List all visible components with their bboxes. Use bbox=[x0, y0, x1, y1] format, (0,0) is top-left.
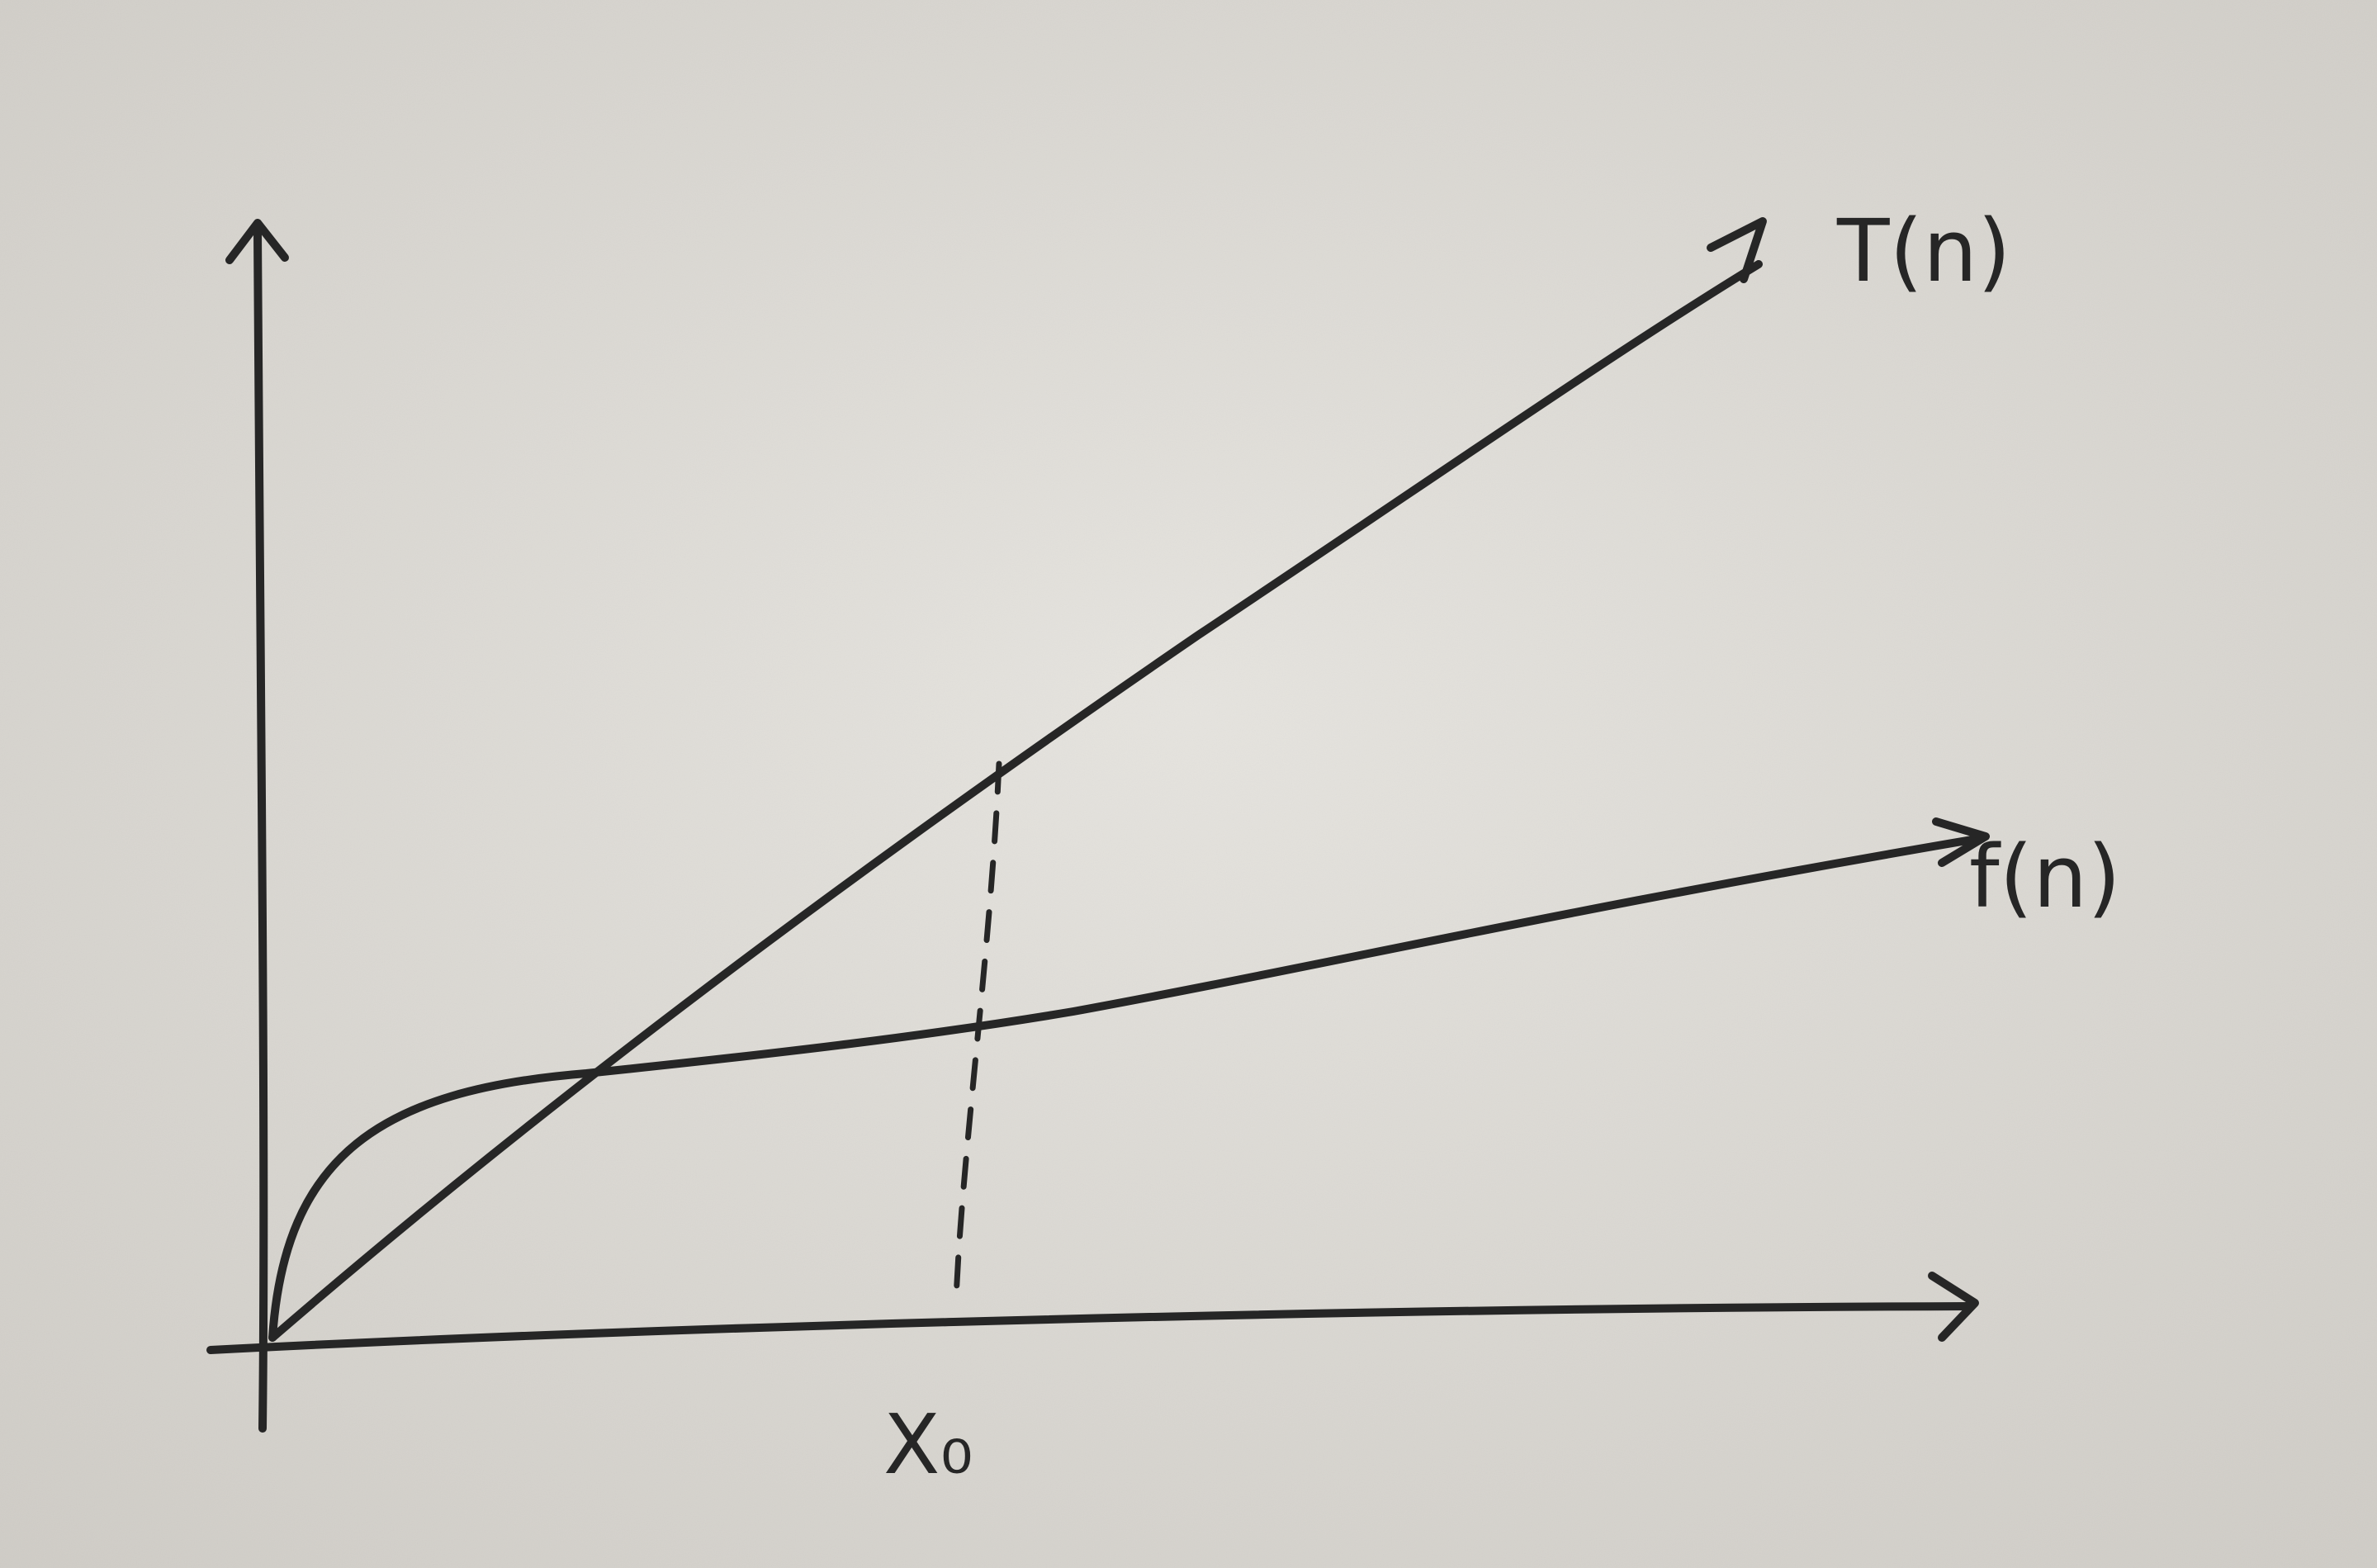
y-axis-line bbox=[253, 227, 268, 1433]
x0-marker-line bbox=[953, 760, 1002, 1304]
curve-f-arrowhead bbox=[1932, 817, 1990, 867]
curve-f-label: f(n) bbox=[1969, 827, 2121, 927]
curve-f bbox=[268, 834, 1986, 1342]
x-axis-arrowhead bbox=[1928, 1272, 1979, 1342]
curve-t-label: T(n) bbox=[1837, 201, 2011, 301]
curve-t bbox=[268, 260, 1763, 1342]
curve-t-arrowhead bbox=[1707, 217, 1767, 283]
y-axis-arrowhead bbox=[225, 219, 289, 264]
x-axis-line bbox=[206, 1302, 1973, 1354]
x0-label: X₀ bbox=[883, 1396, 973, 1493]
